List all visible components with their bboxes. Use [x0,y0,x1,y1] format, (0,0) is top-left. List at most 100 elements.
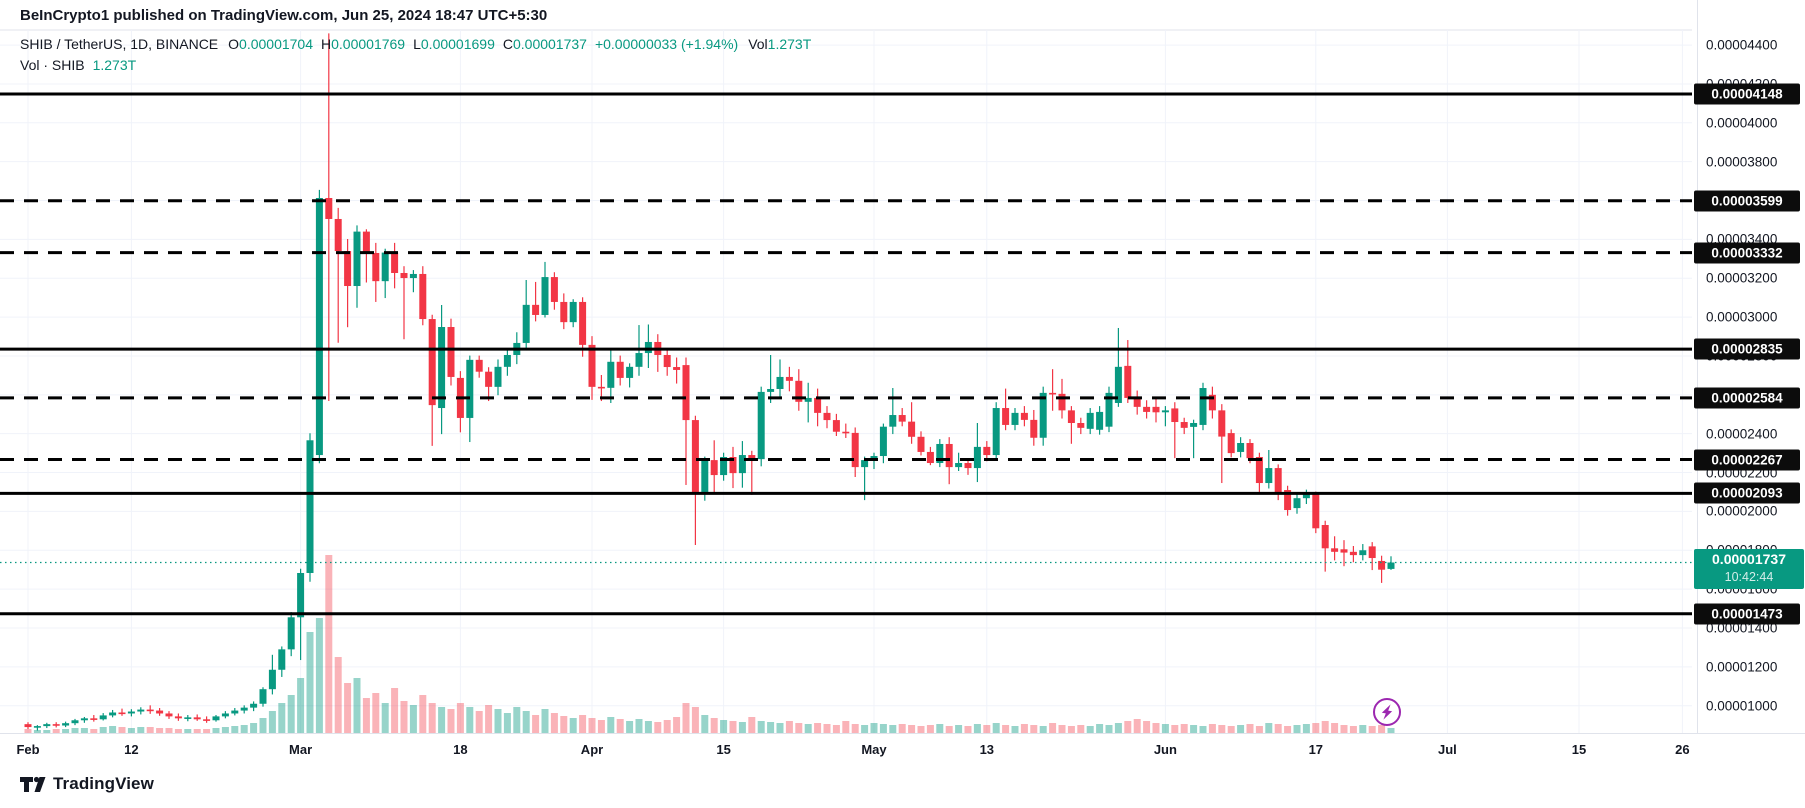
up-candle [1114,366,1122,403]
down-candle [400,272,408,279]
volume-bar [24,729,32,733]
candle-countdown: 10:42:44 [1724,569,1774,584]
volume-bar [268,711,276,733]
volume-bar [1077,725,1085,733]
volume-bar [1255,726,1263,733]
volume-bar [475,711,483,733]
time-axis[interactable]: Feb 12 Mar 18 Apr 15 May 13 Jun 17 Jul 15 26 [0,733,1805,767]
up-candle [767,388,775,392]
price-chart-canvas[interactable] [0,0,1805,765]
volume-series-value: 1.273T [92,57,137,73]
volume-bar [682,703,690,733]
down-candle [1312,493,1320,529]
price-axis[interactable]: 0.000044000.000042000.000040000.00003800… [1694,0,1805,765]
volume-bar [1199,726,1207,733]
down-candle [344,251,352,287]
down-candle [447,327,455,377]
volume-bar [973,724,981,733]
current-price-label: 0.00001737 10:42:44 [1694,548,1804,589]
volume-bar [1321,721,1329,733]
volume-bar [748,717,756,733]
volume-bar [1359,725,1367,733]
volume-bar [842,721,850,733]
down-candle [362,231,370,253]
volume-bar [908,725,916,733]
price-tick-label: 0.00003200 [1706,270,1778,286]
up-candle [297,572,305,618]
volume-bar [701,715,709,733]
volume-bar [1237,725,1245,733]
volume-bar [193,729,201,733]
up-candle [62,723,70,726]
up-candle [278,649,286,670]
up-candle [804,397,812,402]
volume-bar [259,718,267,733]
volume-bar [62,729,70,733]
down-candle [532,304,540,315]
up-candle [438,327,446,409]
volume-bar [325,555,333,733]
volume-bar [90,729,98,733]
up-candle [644,341,652,354]
down-candle [663,354,671,368]
down-candle [926,451,934,464]
volume-bar [513,707,521,733]
levels-layer [0,92,1692,616]
volume-bar [785,721,793,733]
down-candle [428,319,436,406]
up-candle [381,252,389,282]
up-candle [1199,388,1207,425]
time-tick-label: Jul [1437,742,1457,757]
volume-bar [861,725,869,733]
volume-bar [945,726,953,733]
down-candle [579,301,587,345]
time-tick-label: Feb [16,742,40,757]
volume-bar [1331,723,1339,733]
up-candle [1190,422,1198,427]
volume-bar [1340,725,1348,733]
volume-bar [278,703,286,733]
volume-bar [1387,728,1395,733]
volume-bar [438,707,446,733]
time-tick-label: Mar [289,742,313,757]
up-candle [240,707,248,711]
down-candle [325,197,333,219]
volume-bar [1124,721,1132,733]
volume-bar [33,730,41,733]
volume-bar [466,707,474,733]
down-candle [1049,392,1057,395]
volume-series-title[interactable]: Vol · SHIB [20,57,85,73]
volume-bar [550,713,558,733]
volume-bar [221,727,229,733]
up-candle [1265,468,1273,484]
volume-bar [1096,724,1104,733]
down-candle [1077,422,1085,428]
down-candle [964,463,972,469]
down-candle [1058,393,1066,411]
level-price-label: 0.00001473 [1694,603,1800,625]
volume-bar [983,725,991,733]
volume-bar [1368,726,1376,733]
up-candle [43,724,51,727]
down-candle [90,718,98,720]
volume-bar [870,723,878,733]
symbol-title[interactable]: SHIB / TetherUS, 1D, BINANCE [20,36,219,52]
up-candle [306,440,314,573]
up-candle [626,366,634,378]
down-candle [485,371,493,387]
tradingview-logo[interactable]: TradingView [20,774,154,794]
flash-event-marker[interactable] [1373,698,1401,726]
down-candle [174,716,182,719]
down-candle [165,713,173,717]
volume-bar [1161,724,1169,733]
volume-legend: Vol · SHIB 1.273T [20,57,136,73]
down-candle [118,712,126,715]
down-candle [832,420,840,432]
grid-layer [0,29,1692,733]
volume-value: Vol1.273T [748,36,812,52]
down-candle [1124,365,1132,398]
up-candle [212,716,220,721]
down-candle [146,709,154,712]
time-tick-label: Jun [1153,742,1177,757]
down-candle [851,432,859,468]
